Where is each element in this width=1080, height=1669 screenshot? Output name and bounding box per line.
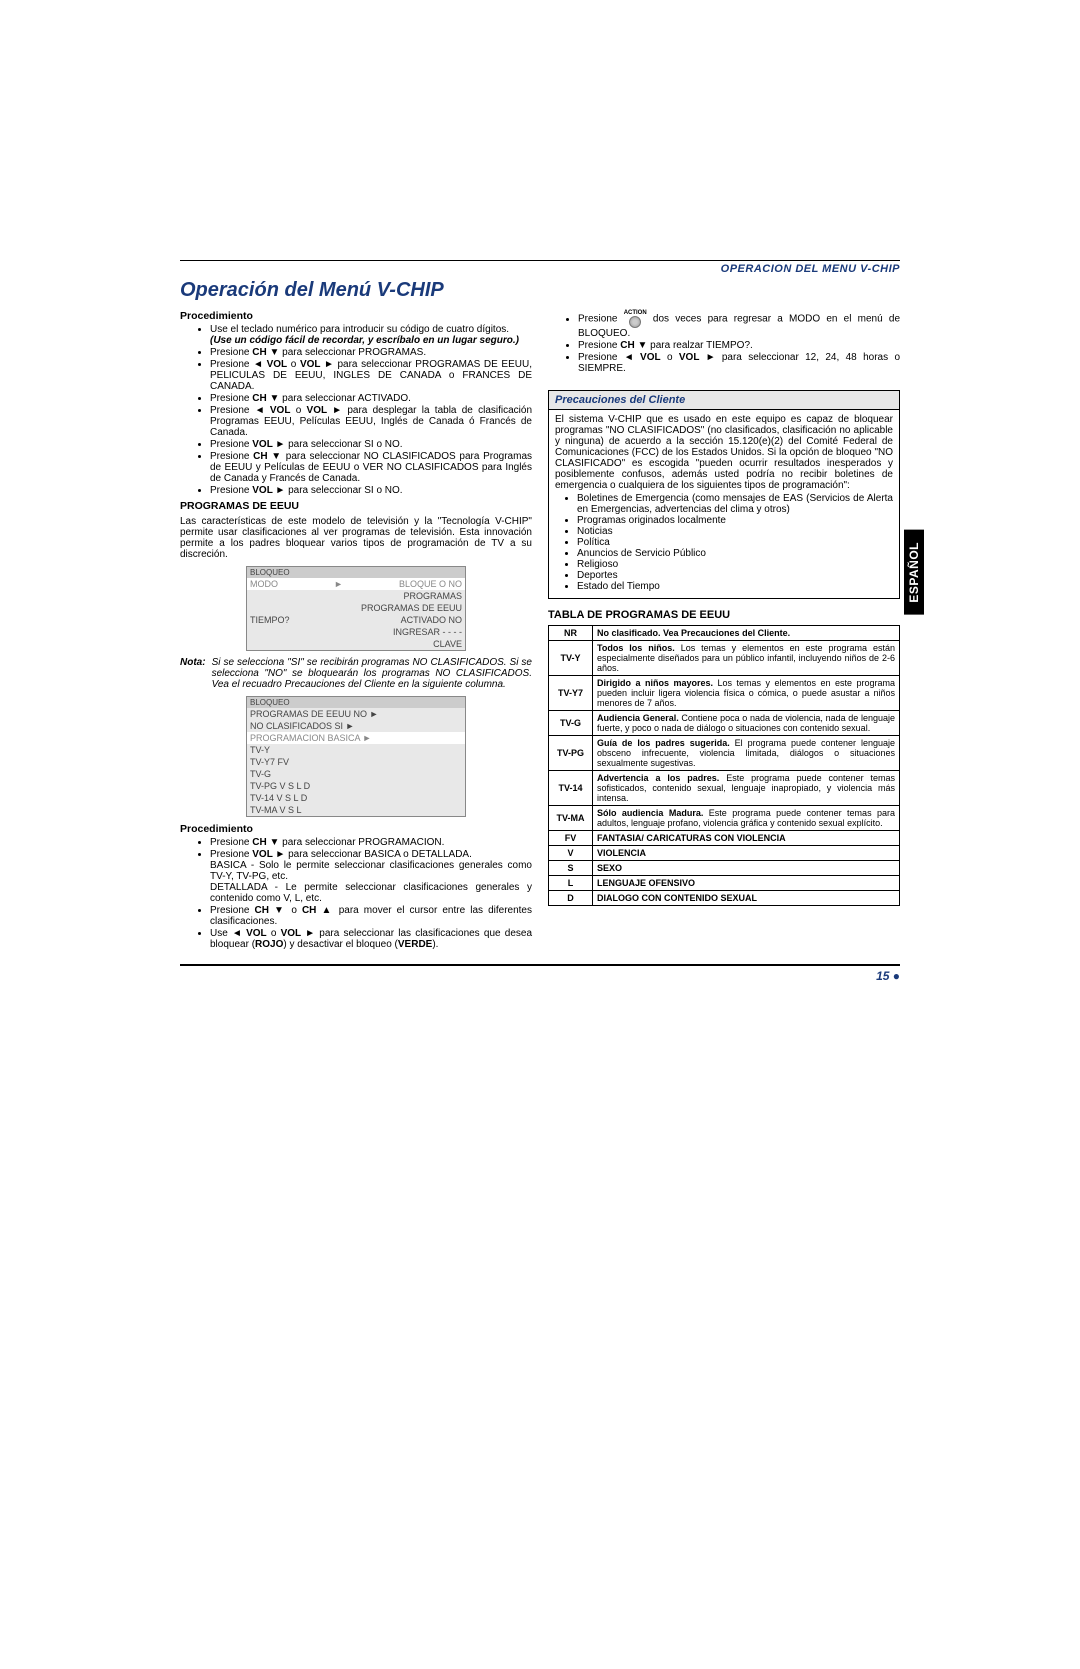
- right-column: Presione ACTION dos veces para regresar …: [548, 308, 900, 954]
- list-item: Anuncios de Servicio Público: [577, 548, 893, 559]
- rating-code: TV-MA: [549, 806, 593, 831]
- list-item: Presione CH ▼ para realzar TIEMPO?.: [578, 340, 900, 351]
- table-row: TV-Y7Dirigido a niños mayores. Los temas…: [549, 676, 900, 711]
- table-row: FVFANTASIA/ CARICATURAS CON VIOLENCIA: [549, 831, 900, 846]
- list-item: Presione ◄ VOL o VOL ► para seleccionar …: [578, 352, 900, 374]
- rating-code: V: [549, 846, 593, 861]
- list-item: Presione ACTION dos veces para regresar …: [578, 310, 900, 339]
- osd-menu-1: BLOQUEO MODO►BLOQUE O NO PROGRAMAS PROGR…: [246, 566, 466, 651]
- table-row: TV-YTodos los niños. Los temas y element…: [549, 641, 900, 676]
- rating-code: TV-PG: [549, 736, 593, 771]
- header-rule: [180, 260, 900, 261]
- list-item: Presione CH ▼ para seleccionar NO CLASIF…: [210, 451, 532, 484]
- list-item: Presione VOL ► para seleccionar SI o NO.: [210, 485, 532, 496]
- table-row: DDIALOGO CON CONTENIDO SEXUAL: [549, 891, 900, 906]
- list-item: Presione CH ▼ para seleccionar ACTIVADO.: [210, 393, 532, 404]
- nota-block: Nota: Si se selecciona "SI" se recibirán…: [180, 657, 532, 690]
- list-item: Deportes: [577, 570, 893, 581]
- list-item: Programas originados localmente: [577, 515, 893, 526]
- language-tab: ESPAÑOL: [904, 530, 924, 615]
- list-item: Noticias: [577, 526, 893, 537]
- ratings-heading: TABLA DE PROGRAMAS DE EEUU: [548, 609, 900, 621]
- table-row: TV-GAudiencia General. Contiene poca o n…: [549, 711, 900, 736]
- procedure-list-3: Presione ACTION dos veces para regresar …: [548, 310, 900, 374]
- table-row: VVIOLENCIA: [549, 846, 900, 861]
- action-button-icon: [629, 316, 641, 328]
- rating-desc: Dirigido a niños mayores. Los temas y el…: [593, 676, 900, 711]
- table-row: TV-14Advertencia a los padres. Este prog…: [549, 771, 900, 806]
- rating-desc: No clasificado. Vea Precauciones del Cli…: [593, 626, 900, 641]
- rating-code: TV-G: [549, 711, 593, 736]
- list-item: Estado del Tiempo: [577, 581, 893, 592]
- table-row: LLENGUAJE OFENSIVO: [549, 876, 900, 891]
- rating-code: TV-14: [549, 771, 593, 806]
- ratings-table: NRNo clasificado. Vea Precauciones del C…: [548, 625, 900, 906]
- precautions-title: Precauciones del Cliente: [548, 390, 900, 410]
- rating-desc: Todos los niños. Los temas y elementos e…: [593, 641, 900, 676]
- list-item: Presione CH ▼ o CH ▲ para mover el curso…: [210, 905, 532, 927]
- left-column: Procedimiento Use el teclado numérico pa…: [180, 308, 532, 954]
- heading-programas-eeuu: PROGRAMAS DE EEUU: [180, 500, 532, 512]
- rating-desc: Advertencia a los padres. Este programa …: [593, 771, 900, 806]
- rating-code: NR: [549, 626, 593, 641]
- header-text: OPERACION DEL MENU V-CHIP: [180, 263, 900, 275]
- osd-menu-2: BLOQUEO PROGRAMAS DE EEUU NO ► NO CLASIF…: [246, 696, 466, 817]
- rating-desc: Audiencia General. Contiene poca o nada …: [593, 711, 900, 736]
- rating-code: S: [549, 861, 593, 876]
- list-item: Religioso: [577, 559, 893, 570]
- page: ESPAÑOL OPERACION DEL MENU V-CHIP Operac…: [180, 260, 900, 983]
- procedure-list-1: Use el teclado numérico para introducir …: [180, 324, 532, 496]
- table-row: TV-PGGuía de los padres sugerida. El pro…: [549, 736, 900, 771]
- rating-desc: LENGUAJE OFENSIVO: [593, 876, 900, 891]
- list-item: Presione ◄ VOL o VOL ► para seleccionar …: [210, 359, 532, 392]
- rating-desc: VIOLENCIA: [593, 846, 900, 861]
- rating-code: L: [549, 876, 593, 891]
- table-row: SSEXO: [549, 861, 900, 876]
- rating-code: D: [549, 891, 593, 906]
- rating-desc: Guía de los padres sugerida. El programa…: [593, 736, 900, 771]
- rating-desc: FANTASIA/ CARICATURAS CON VIOLENCIA: [593, 831, 900, 846]
- procedure-list-2: Presione CH ▼ para seleccionar PROGRAMAC…: [180, 837, 532, 950]
- heading-procedimiento-2: Procedimiento: [180, 823, 532, 835]
- nota-label: Nota:: [180, 657, 206, 690]
- two-column-layout: Procedimiento Use el teclado numérico pa…: [180, 308, 900, 954]
- page-number: 15 ●: [180, 964, 900, 983]
- precautions-body: El sistema V-CHIP que es usado en este e…: [548, 410, 900, 599]
- rating-desc: SEXO: [593, 861, 900, 876]
- table-row: NRNo clasificado. Vea Precauciones del C…: [549, 626, 900, 641]
- list-item: Política: [577, 537, 893, 548]
- list-item: Boletines de Emergencia (como mensajes d…: [577, 493, 893, 515]
- list-item: Presione VOL ► para seleccionar SI o NO.: [210, 439, 532, 450]
- rating-desc: DIALOGO CON CONTENIDO SEXUAL: [593, 891, 900, 906]
- rating-code: TV-Y7: [549, 676, 593, 711]
- page-title: Operación del Menú V-CHIP: [180, 279, 900, 302]
- list-item: Use ◄ VOL o VOL ► para seleccionar las c…: [210, 928, 532, 950]
- list-item: Presione VOL ► para seleccionar BASICA o…: [210, 849, 532, 904]
- list-item: Presione CH ▼ para seleccionar PROGRAMAS…: [210, 347, 532, 358]
- paragraph: Las características de este modelo de te…: [180, 516, 532, 560]
- precautions-text: El sistema V-CHIP que es usado en este e…: [555, 414, 893, 491]
- rating-code: TV-Y: [549, 641, 593, 676]
- nota-text: Si se selecciona "SI" se recibirán progr…: [212, 657, 532, 690]
- heading-procedimiento-1: Procedimiento: [180, 310, 532, 322]
- rating-desc: Sólo audiencia Madura. Este programa pue…: [593, 806, 900, 831]
- list-item: Presione CH ▼ para seleccionar PROGRAMAC…: [210, 837, 532, 848]
- precautions-list: Boletines de Emergencia (como mensajes d…: [555, 493, 893, 592]
- list-item: Presione ◄ VOL o VOL ► para desplegar la…: [210, 405, 532, 438]
- rating-code: FV: [549, 831, 593, 846]
- list-item: Use el teclado numérico para introducir …: [210, 324, 532, 346]
- table-row: TV-MASólo audiencia Madura. Este program…: [549, 806, 900, 831]
